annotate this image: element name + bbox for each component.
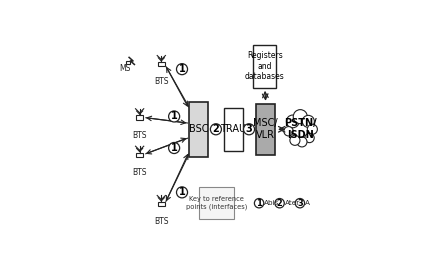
- Circle shape: [307, 124, 317, 134]
- Text: MS: MS: [120, 64, 131, 73]
- Text: Key to reference
points (interfaces): Key to reference points (interfaces): [186, 196, 247, 210]
- FancyBboxPatch shape: [158, 202, 164, 206]
- Circle shape: [302, 115, 314, 127]
- Text: A: A: [305, 200, 310, 206]
- FancyBboxPatch shape: [199, 187, 234, 219]
- Text: 3: 3: [297, 199, 302, 208]
- FancyBboxPatch shape: [136, 153, 143, 157]
- FancyBboxPatch shape: [253, 45, 276, 88]
- Circle shape: [169, 143, 180, 154]
- Text: Registers
and
databases: Registers and databases: [245, 51, 285, 81]
- Text: 1: 1: [179, 64, 185, 74]
- Text: BSC: BSC: [189, 124, 208, 134]
- FancyBboxPatch shape: [189, 102, 208, 157]
- Text: 1: 1: [171, 143, 178, 153]
- Text: MSC/
VLR: MSC/ VLR: [253, 119, 278, 140]
- Text: TRAU: TRAU: [220, 124, 247, 134]
- FancyBboxPatch shape: [256, 104, 275, 155]
- Circle shape: [275, 198, 284, 208]
- FancyBboxPatch shape: [136, 115, 143, 120]
- Circle shape: [290, 135, 300, 145]
- Circle shape: [243, 124, 255, 135]
- FancyBboxPatch shape: [158, 62, 164, 66]
- Text: PSTN/
ISDN: PSTN/ ISDN: [284, 119, 316, 140]
- Text: BTS: BTS: [132, 131, 147, 140]
- Text: Ater: Ater: [285, 200, 300, 206]
- Circle shape: [305, 133, 314, 143]
- Text: BTS: BTS: [154, 78, 168, 87]
- Text: 2: 2: [277, 199, 283, 208]
- Circle shape: [210, 124, 221, 135]
- Text: 3: 3: [246, 124, 253, 134]
- Text: Abis: Abis: [264, 200, 279, 206]
- Text: 1: 1: [256, 199, 262, 208]
- FancyBboxPatch shape: [126, 61, 130, 64]
- Circle shape: [295, 198, 305, 208]
- Text: BTS: BTS: [132, 168, 147, 177]
- Circle shape: [286, 115, 299, 128]
- Circle shape: [169, 111, 180, 122]
- Text: 1: 1: [171, 111, 178, 121]
- Circle shape: [293, 110, 307, 124]
- Circle shape: [284, 126, 293, 136]
- Text: BTS: BTS: [154, 217, 168, 226]
- Text: 2: 2: [213, 124, 219, 134]
- Text: 1: 1: [179, 187, 185, 197]
- Circle shape: [177, 187, 187, 198]
- Circle shape: [254, 198, 264, 208]
- Circle shape: [177, 64, 187, 75]
- Circle shape: [297, 137, 307, 147]
- FancyBboxPatch shape: [224, 108, 243, 151]
